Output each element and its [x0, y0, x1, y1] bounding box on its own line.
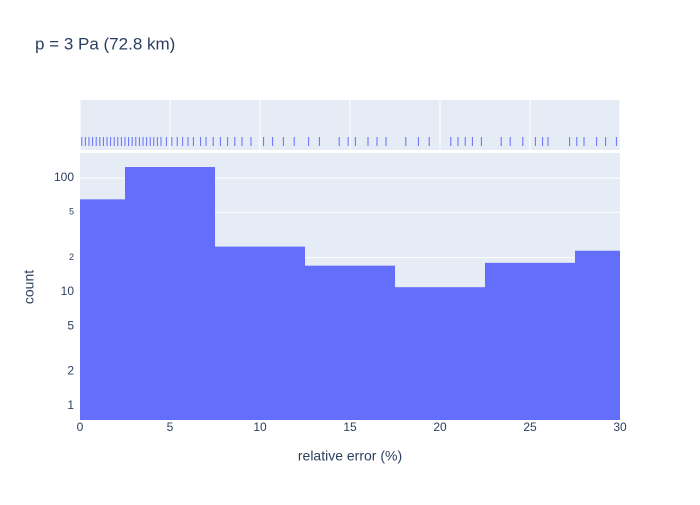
- y-tick-label: 100: [54, 170, 74, 184]
- y-tick-label: 5: [67, 318, 74, 332]
- y-axis-title: count: [21, 270, 37, 304]
- bar: [80, 199, 125, 420]
- chart-title: p = 3 Pa (72.8 km): [35, 34, 175, 53]
- y-tick-label: 5: [69, 207, 74, 217]
- y-tick-label: 10: [61, 284, 75, 298]
- x-tick-label: 20: [433, 420, 447, 434]
- x-tick-label: 5: [167, 420, 174, 434]
- x-tick-label: 15: [343, 420, 357, 434]
- y-tick-label: 2: [67, 364, 74, 378]
- bar: [125, 167, 215, 420]
- x-tick-label: 10: [253, 420, 267, 434]
- bar: [305, 265, 395, 420]
- y-tick-label: 2: [69, 252, 74, 262]
- y-tick-label: 1: [67, 398, 74, 412]
- x-tick-label: 0: [77, 420, 84, 434]
- x-tick-label: 25: [523, 420, 537, 434]
- bar: [575, 250, 620, 420]
- bar: [395, 287, 485, 420]
- bar: [215, 246, 305, 420]
- x-tick-label: 30: [613, 420, 627, 434]
- bar: [485, 262, 575, 420]
- x-axis-title: relative error (%): [298, 448, 402, 464]
